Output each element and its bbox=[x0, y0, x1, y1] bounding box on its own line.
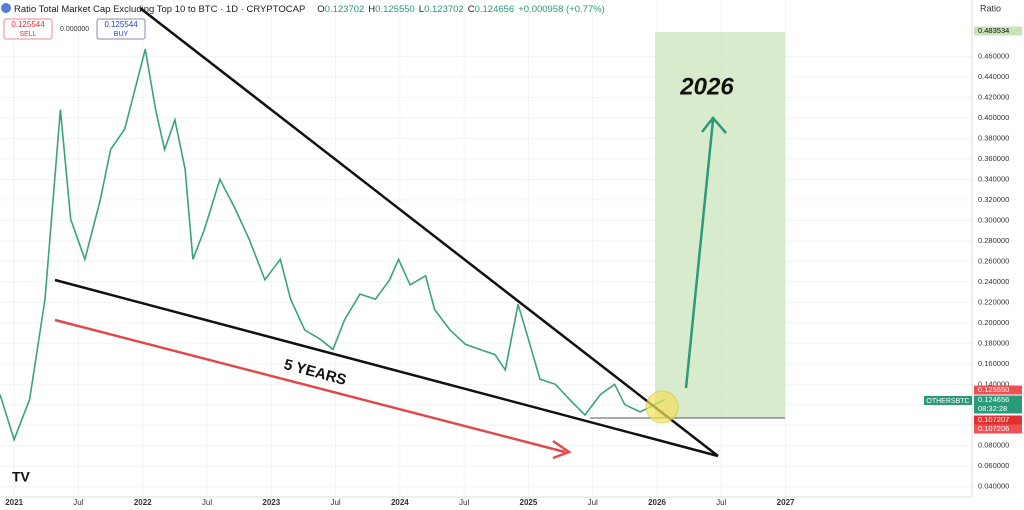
price-tag-text: 08:32:28 bbox=[978, 404, 1007, 413]
symbol-tag-text: OTHERSBTC bbox=[926, 398, 969, 405]
price-tag bbox=[974, 395, 1022, 405]
y-tick-label: 0.200000 bbox=[978, 318, 1009, 327]
x-tick-label: Jul bbox=[716, 498, 726, 507]
sell-button[interactable] bbox=[3, 18, 53, 40]
header-text: 0.125550 bbox=[375, 4, 415, 15]
highlight-circle bbox=[645, 390, 679, 424]
price-line bbox=[0, 49, 666, 443]
annotation: 2026 bbox=[679, 73, 734, 100]
target-zone bbox=[655, 32, 785, 418]
symbol-icon bbox=[1, 3, 11, 13]
y-tick-label: 0.160000 bbox=[978, 359, 1009, 368]
price-tag-text: 0.124656 bbox=[978, 395, 1009, 404]
spread: 0.000000 bbox=[60, 26, 89, 33]
lower-trendline bbox=[54, 278, 719, 458]
header-text: +0.000958 (+0.77%) bbox=[518, 4, 605, 15]
price-tag bbox=[974, 404, 1022, 414]
upper-trendline bbox=[139, 7, 719, 457]
x-tick-label: Jul bbox=[588, 498, 598, 507]
y-tick-label: 0.140000 bbox=[978, 379, 1009, 388]
x-tick-label: 2022 bbox=[134, 498, 152, 507]
y-tick-label: 0.280000 bbox=[978, 236, 1009, 245]
axis-label: Ratio bbox=[980, 3, 1001, 13]
price-tag bbox=[974, 385, 1022, 395]
price-tag-text: 0.107207 bbox=[978, 415, 1009, 424]
y-tick-label: 0.400000 bbox=[978, 113, 1009, 122]
header-text: Ratio Total Market Cap Excluding Top 10 … bbox=[14, 4, 305, 15]
x-tick-label: 2025 bbox=[520, 498, 538, 507]
buy-label: BUY bbox=[114, 31, 129, 38]
x-tick-label: 2023 bbox=[262, 498, 280, 507]
header-text: 0.123702 bbox=[325, 4, 365, 15]
y-tick-label: 0.340000 bbox=[978, 174, 1009, 183]
sell-label: SELL bbox=[19, 31, 36, 38]
x-tick-label: Jul bbox=[459, 498, 469, 507]
x-tick-label: 2024 bbox=[391, 498, 409, 507]
y-tick-label: 0.460000 bbox=[978, 51, 1009, 60]
price-tag bbox=[974, 415, 1022, 425]
header-text: L bbox=[419, 4, 424, 15]
y-tick-label: 0.220000 bbox=[978, 297, 1009, 306]
x-tick-label: 2027 bbox=[777, 498, 795, 507]
price-tag-text: 0.483534 bbox=[978, 26, 1009, 35]
y-tick-label: 0.180000 bbox=[978, 338, 1009, 347]
price-tag bbox=[974, 26, 1022, 36]
x-tick-label: Jul bbox=[330, 498, 340, 507]
x-tick-label: Jul bbox=[202, 498, 212, 507]
y-tick-label: 0.060000 bbox=[978, 461, 1009, 470]
header-text: C bbox=[468, 4, 475, 15]
y-tick-label: 0.320000 bbox=[978, 195, 1009, 204]
header: Ratio Total Market Cap Excluding Top 10 … bbox=[14, 4, 605, 15]
price-tag-text: 0.107206 bbox=[978, 424, 1009, 433]
y-tick-label: 0.440000 bbox=[978, 72, 1009, 81]
up-arrow bbox=[684, 119, 715, 389]
y-tick-label: 0.360000 bbox=[978, 154, 1009, 163]
header-text: 0.123702 bbox=[424, 4, 464, 15]
y-tick-label: 0.380000 bbox=[978, 133, 1009, 142]
price-tag-text: 0.125550 bbox=[978, 385, 1009, 394]
sell-price: 0.125544 bbox=[11, 20, 45, 29]
up-arrowhead bbox=[701, 116, 727, 134]
x-tick-label: 2026 bbox=[648, 498, 666, 507]
buy-price: 0.125544 bbox=[104, 20, 138, 29]
header-text: 0.124656 bbox=[475, 4, 515, 15]
buy-button[interactable] bbox=[96, 18, 146, 40]
years-arrowhead bbox=[552, 439, 572, 460]
logo: TV bbox=[12, 469, 31, 485]
y-tick-label: 0.080000 bbox=[978, 441, 1009, 450]
x-tick-label: 2021 bbox=[5, 498, 23, 507]
symbol-tag bbox=[924, 396, 972, 405]
y-tick-label: 0.260000 bbox=[978, 256, 1009, 265]
header-text: O bbox=[317, 4, 324, 15]
y-tick-label: 0.240000 bbox=[978, 277, 1009, 286]
years-arrow bbox=[54, 318, 566, 454]
x-tick-label: Jul bbox=[73, 498, 83, 507]
y-tick-label: 0.300000 bbox=[978, 215, 1009, 224]
y-tick-label: 0.040000 bbox=[978, 482, 1009, 491]
price-tag bbox=[974, 424, 1022, 434]
y-tick-label: 0.420000 bbox=[978, 92, 1009, 101]
header-text: H bbox=[368, 4, 375, 15]
